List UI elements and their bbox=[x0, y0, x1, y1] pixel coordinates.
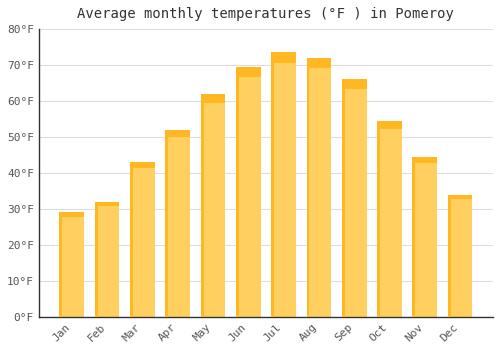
Bar bbox=[166, 130, 168, 317]
Bar bbox=[271, 52, 296, 317]
Bar bbox=[271, 52, 296, 63]
Title: Average monthly temperatures (°F ) in Pomeroy: Average monthly temperatures (°F ) in Po… bbox=[78, 7, 454, 21]
Bar bbox=[306, 58, 331, 317]
Bar bbox=[200, 94, 226, 103]
Bar bbox=[166, 130, 190, 317]
Bar bbox=[236, 67, 239, 317]
Bar bbox=[236, 67, 260, 317]
Bar bbox=[166, 130, 190, 137]
Bar bbox=[200, 94, 203, 317]
Bar bbox=[448, 195, 472, 200]
Bar bbox=[448, 195, 450, 317]
Bar bbox=[60, 212, 84, 217]
Bar bbox=[60, 212, 84, 317]
Bar bbox=[377, 121, 402, 128]
Bar bbox=[94, 202, 120, 206]
Bar bbox=[94, 202, 120, 317]
Bar bbox=[342, 79, 366, 89]
Bar bbox=[377, 121, 380, 317]
Bar bbox=[412, 157, 437, 163]
Bar bbox=[130, 162, 155, 317]
Bar bbox=[60, 212, 62, 317]
Bar bbox=[412, 157, 416, 317]
Bar bbox=[448, 195, 472, 317]
Bar bbox=[130, 162, 155, 168]
Bar bbox=[200, 94, 226, 317]
Bar bbox=[342, 79, 345, 317]
Bar bbox=[130, 162, 133, 317]
Bar bbox=[306, 58, 310, 317]
Bar bbox=[271, 52, 274, 317]
Bar bbox=[94, 202, 98, 317]
Bar bbox=[412, 157, 437, 317]
Bar bbox=[236, 67, 260, 77]
Bar bbox=[306, 58, 331, 68]
Bar bbox=[342, 79, 366, 317]
Bar bbox=[377, 121, 402, 317]
